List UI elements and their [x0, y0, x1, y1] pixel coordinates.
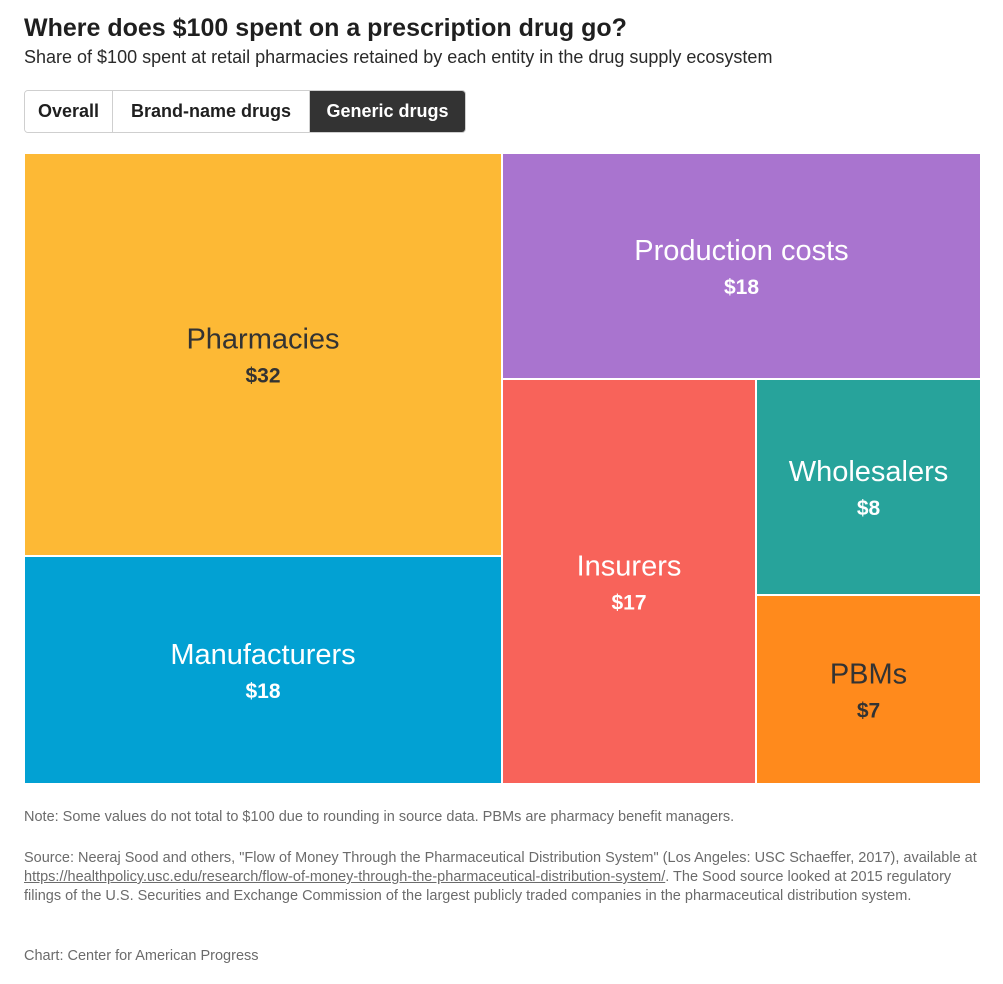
- tile-value-wholesalers: $8: [857, 497, 881, 520]
- tab-brand-name-drugs[interactable]: Brand-name drugs: [113, 91, 310, 132]
- tile-label-insurers: Insurers: [577, 551, 682, 583]
- chart-source: Source: Neeraj Sood and others, "Flow of…: [24, 849, 984, 906]
- tile-pharmacies: [24, 153, 503, 557]
- tile-label-wholesalers: Wholesalers: [789, 456, 949, 488]
- tile-wholesalers: [755, 378, 981, 596]
- tile-insurers: [501, 378, 757, 784]
- tile-value-pharmacies: $32: [245, 365, 280, 388]
- tile-value-manufacturers: $18: [245, 680, 280, 703]
- tile-label-pharmacies: Pharmacies: [186, 324, 339, 356]
- tile-manufacturers: [24, 555, 503, 784]
- treemap-chart: Pharmacies $32 Production costs $18 Manufact…: [24, 153, 981, 784]
- tile-value-pbms: $7: [857, 700, 880, 723]
- tab-overall[interactable]: Overall: [25, 91, 113, 132]
- tile-label-pbms: PBMs: [830, 659, 907, 691]
- source-link[interactable]: https://healthpolicy.usc.edu/research/fl…: [24, 869, 666, 885]
- tile-value-insurers: $17: [611, 592, 646, 615]
- chart-subtitle: Share of $100 spent at retail pharmacies…: [24, 47, 773, 67]
- chart-note: Note: Some values do not total to $100 d…: [24, 809, 735, 825]
- chart-credit: Chart: Center for American Progress: [24, 948, 259, 964]
- drug-type-tabs: Overall Brand-name drugs Generic drugs: [24, 90, 466, 133]
- tab-generic-drugs[interactable]: Generic drugs: [310, 91, 465, 132]
- tile-label-production-costs: Production costs: [634, 235, 848, 267]
- chart-title: Where does $100 spent on a prescription …: [24, 14, 627, 42]
- tile-label-manufacturers: Manufacturers: [170, 639, 355, 671]
- tile-pbms: [755, 594, 981, 784]
- tile-value-production-costs: $18: [724, 276, 759, 299]
- source-text-before: Source: Neeraj Sood and others, "Flow of…: [24, 850, 977, 866]
- tile-production-costs: [501, 153, 981, 380]
- source-text-after: . The Sood source looked at 2015 regulat…: [24, 869, 952, 904]
